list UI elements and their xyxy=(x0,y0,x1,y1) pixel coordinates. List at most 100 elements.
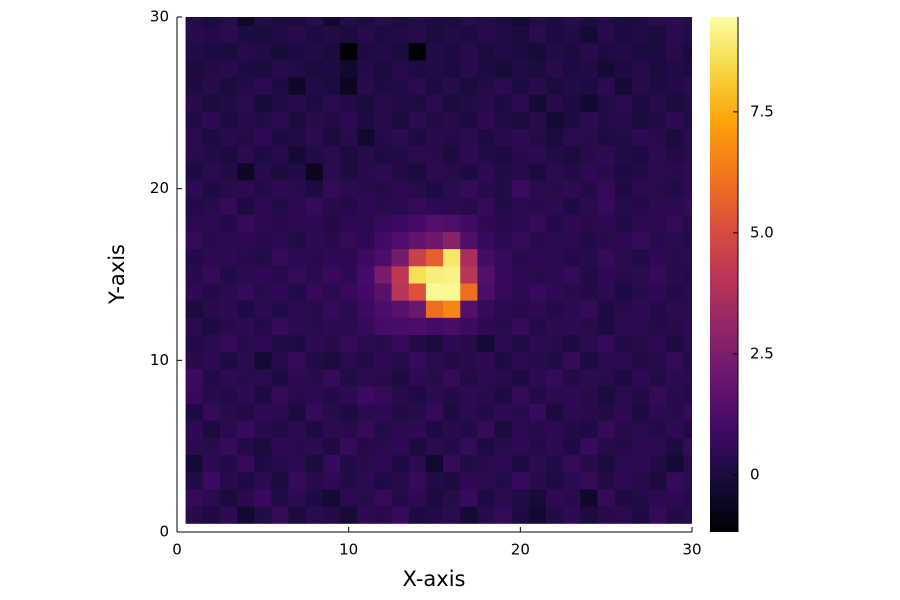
heatmap-cell xyxy=(374,317,392,335)
heatmap-cell xyxy=(391,77,410,95)
heatmap-cell xyxy=(546,111,564,129)
heatmap-cell xyxy=(425,454,444,473)
heatmap-cell xyxy=(580,59,598,78)
heatmap-cell xyxy=(408,403,427,421)
heatmap-cell xyxy=(425,94,444,112)
heatmap-cell xyxy=(408,454,427,473)
heatmap-cell xyxy=(546,180,564,198)
heatmap-cell xyxy=(408,506,427,524)
x-tick-label: 10 xyxy=(339,541,358,559)
heatmap-cell xyxy=(408,111,427,129)
heatmap-cell xyxy=(340,317,358,335)
heatmap-cell xyxy=(563,128,581,147)
heatmap-cell xyxy=(237,59,255,78)
heatmap-cell xyxy=(443,17,461,26)
y-tick-label: 20 xyxy=(150,179,169,197)
heatmap-cell xyxy=(425,283,444,301)
heatmap-cell xyxy=(494,265,513,284)
heatmap-cell xyxy=(511,420,530,438)
heatmap-cell xyxy=(288,214,307,232)
heatmap-cell xyxy=(477,454,495,473)
heatmap-cell xyxy=(614,437,633,456)
heatmap-cell xyxy=(237,17,255,26)
heatmap-cell xyxy=(425,265,444,284)
heatmap-cell xyxy=(460,59,478,78)
heatmap-cell xyxy=(443,437,461,456)
heatmap-cell xyxy=(528,437,547,456)
heatmap-cell xyxy=(460,386,478,404)
heatmap-cell xyxy=(614,265,633,284)
heatmap-cell xyxy=(443,489,461,507)
heatmap-cell xyxy=(666,59,684,78)
heatmap-cell xyxy=(597,197,616,215)
heatmap-cell xyxy=(649,214,667,232)
heatmap-cell xyxy=(254,489,272,507)
heatmap-cell xyxy=(563,180,581,198)
heatmap-cell xyxy=(271,59,289,78)
heatmap-cell xyxy=(563,231,581,250)
heatmap xyxy=(185,17,692,524)
colorbar xyxy=(710,17,738,532)
heatmap-cell xyxy=(237,437,255,456)
heatmap-cell xyxy=(357,94,375,112)
heatmap-cell xyxy=(357,180,375,198)
heatmap-cell xyxy=(340,265,358,284)
heatmap-cell xyxy=(391,420,410,438)
heatmap-cell xyxy=(597,265,616,284)
heatmap-cell xyxy=(374,489,392,507)
heatmap-cell xyxy=(202,420,221,438)
heatmap-cell xyxy=(631,317,650,335)
heatmap-cell xyxy=(597,77,616,95)
heatmap-cell xyxy=(563,59,581,78)
heatmap-cell xyxy=(202,214,221,232)
heatmap-cell xyxy=(288,283,307,301)
heatmap-cell xyxy=(666,128,684,147)
heatmap-cell xyxy=(237,265,255,284)
heatmap-cell xyxy=(546,351,564,370)
heatmap-cell xyxy=(614,197,633,215)
heatmap-cell xyxy=(443,145,461,164)
heatmap-cell xyxy=(357,25,375,44)
heatmap-cell xyxy=(580,283,598,301)
heatmap-cell xyxy=(408,386,427,404)
heatmap-cell xyxy=(528,42,547,61)
heatmap-cell xyxy=(237,420,255,438)
heatmap-cell xyxy=(631,59,650,78)
heatmap-cell xyxy=(322,128,341,147)
heatmap-cell xyxy=(340,437,358,456)
heatmap-cell xyxy=(614,231,633,250)
heatmap-cell xyxy=(237,351,255,370)
heatmap-cell xyxy=(254,334,272,353)
heatmap-cell xyxy=(305,403,324,421)
heatmap-cell xyxy=(614,334,633,353)
heatmap-cell xyxy=(322,17,341,26)
heatmap-cell xyxy=(357,265,375,284)
heatmap-cell xyxy=(288,351,307,370)
heatmap-cell xyxy=(580,506,598,524)
heatmap-cell xyxy=(614,17,633,26)
heatmap-cell xyxy=(202,403,221,421)
heatmap-cell xyxy=(528,25,547,44)
heatmap-cell xyxy=(357,454,375,473)
heatmap-cell xyxy=(408,17,427,26)
heatmap-cell xyxy=(305,454,324,473)
heatmap-cell xyxy=(597,17,616,26)
heatmap-cell xyxy=(546,471,564,490)
heatmap-cell xyxy=(288,42,307,61)
heatmap-cell xyxy=(494,437,513,456)
heatmap-cell xyxy=(683,420,692,438)
heatmap-cell xyxy=(425,231,444,250)
heatmap-cell xyxy=(528,145,547,164)
heatmap-cell xyxy=(357,197,375,215)
heatmap-cell xyxy=(340,77,358,95)
heatmap-cell xyxy=(391,128,410,147)
heatmap-cell xyxy=(288,162,307,181)
heatmap-cell xyxy=(631,77,650,95)
heatmap-cell xyxy=(322,42,341,61)
heatmap-cell xyxy=(237,386,255,404)
heatmap-cell xyxy=(649,265,667,284)
heatmap-cell xyxy=(460,317,478,335)
heatmap-cell xyxy=(597,300,616,318)
heatmap-cell xyxy=(443,231,461,250)
heatmap-cell xyxy=(254,437,272,456)
